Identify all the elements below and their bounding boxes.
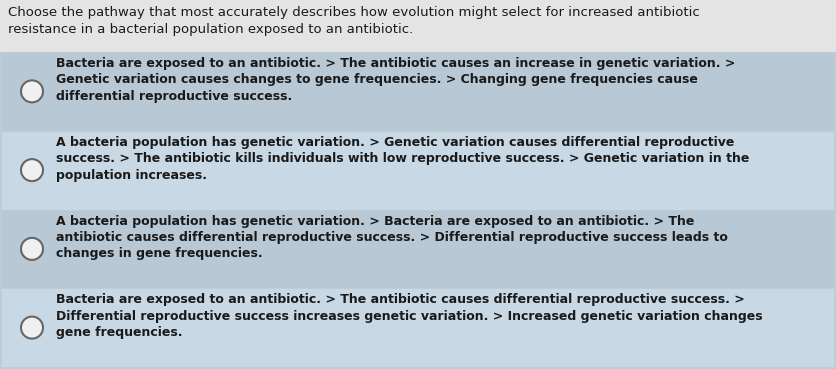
Circle shape <box>21 238 43 260</box>
Circle shape <box>21 80 43 102</box>
FancyBboxPatch shape <box>2 210 834 288</box>
Text: A bacteria population has genetic variation. > Bacteria are exposed to an antibi: A bacteria population has genetic variat… <box>56 214 728 261</box>
Circle shape <box>21 159 43 181</box>
Text: Bacteria are exposed to an antibiotic. > The antibiotic causes differential repr: Bacteria are exposed to an antibiotic. >… <box>56 293 762 339</box>
Text: A bacteria population has genetic variation. > Genetic variation causes differen: A bacteria population has genetic variat… <box>56 136 749 182</box>
Text: Bacteria are exposed to an antibiotic. > The antibiotic causes an increase in ge: Bacteria are exposed to an antibiotic. >… <box>56 57 736 103</box>
Text: Choose the pathway that most accurately describes how evolution might select for: Choose the pathway that most accurately … <box>8 6 700 36</box>
FancyBboxPatch shape <box>0 0 836 52</box>
FancyBboxPatch shape <box>2 132 834 210</box>
FancyBboxPatch shape <box>2 53 834 131</box>
FancyBboxPatch shape <box>2 289 834 367</box>
Circle shape <box>21 317 43 339</box>
